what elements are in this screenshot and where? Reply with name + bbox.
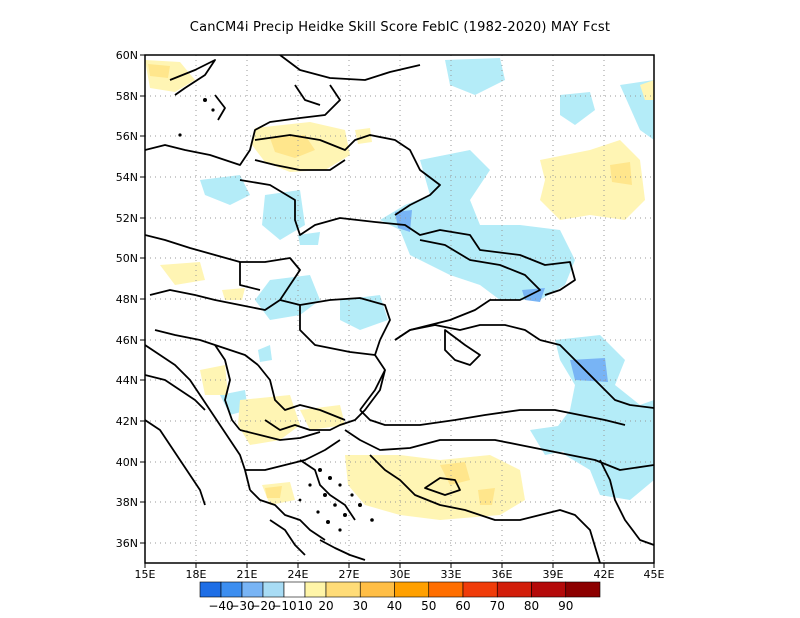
colorbar-swatch [304, 581, 327, 598]
y-tick-label: 56N [116, 130, 138, 143]
coastlines-and-borders [145, 55, 654, 563]
y-tick-label: 50N [116, 252, 138, 265]
x-tick-label: 21E [237, 568, 258, 581]
x-tick-label: 27E [339, 568, 360, 581]
y-tick-label: 38N [116, 496, 138, 509]
y-tick-label: 48N [116, 293, 138, 306]
x-tick-label: 45E [644, 568, 665, 581]
y-tick-label: 60N [116, 49, 138, 62]
colorbar-label: 70 [490, 599, 505, 613]
colorbar-swatch [531, 581, 567, 598]
y-tick-label: 44N [116, 374, 138, 387]
colorbar-swatch [359, 581, 395, 598]
colorbar-label: 50 [421, 599, 436, 613]
colorbar-label: 10 [297, 599, 312, 613]
colorbar-swatch [496, 581, 532, 598]
colorbar-label: −10 [271, 599, 296, 613]
colorbar-label: 90 [558, 599, 573, 613]
y-tick-label: 40N [116, 456, 138, 469]
colorbar-swatch [262, 581, 285, 598]
colorbar-label: −40 [208, 599, 233, 613]
tick-marks [140, 54, 655, 568]
colorbar-swatch [283, 581, 306, 598]
colorbar-label: −20 [250, 599, 275, 613]
y-tick-label: 52N [116, 212, 138, 225]
x-tick-label: 42E [594, 568, 615, 581]
x-tick-label: 24E [288, 568, 309, 581]
colorbar-swatches [199, 581, 601, 598]
y-tick-label: 54N [116, 171, 138, 184]
colorbar-swatch [428, 581, 464, 598]
colorbar-swatch [565, 581, 601, 598]
y-tick-label: 46N [116, 334, 138, 347]
y-tick-label: 58N [116, 90, 138, 103]
y-tick-label: 36N [116, 537, 138, 550]
x-tick-label: 33E [441, 568, 462, 581]
y-axis-labels: 60N 58N 56N 54N 52N 50N 48N 46N 44N 42N … [116, 49, 138, 550]
colorbar-swatch [325, 581, 361, 598]
colorbar-swatch [220, 581, 243, 598]
colorbar-label: 30 [353, 599, 368, 613]
x-tick-label: 18E [186, 568, 207, 581]
colorbar-swatch [241, 581, 264, 598]
colorbar-label: 40 [387, 599, 402, 613]
x-tick-label: 15E [135, 568, 156, 581]
map-title: CanCM4i Precip Heidke Skill Score FebIC … [189, 20, 611, 35]
colorbar-swatch [199, 581, 222, 598]
colorbar-label: 20 [318, 599, 333, 613]
x-tick-label: 36E [492, 568, 513, 581]
x-tick-label: 39E [543, 568, 564, 581]
colorbar-swatch [462, 581, 498, 598]
moderate-positive-areas [148, 64, 632, 505]
colorbar-label: 60 [455, 599, 470, 613]
colorbar-swatch [394, 581, 430, 598]
x-axis-labels: 15E 18E 21E 24E 27E 30E 33E 36E 39E 42E … [135, 568, 665, 581]
skill-shading [145, 58, 654, 520]
colorbar-label: 80 [524, 599, 539, 613]
colorbar-label: −30 [229, 599, 254, 613]
colorbar-labels: −40 −30 −20 −10 10 20 30 40 50 60 70 80 … [208, 599, 573, 613]
x-tick-label: 30E [390, 568, 411, 581]
colorbar: −40 −30 −20 −10 10 20 30 40 50 60 70 80 … [199, 581, 601, 613]
y-tick-label: 42N [116, 415, 138, 428]
aegean-islands [178, 98, 374, 532]
